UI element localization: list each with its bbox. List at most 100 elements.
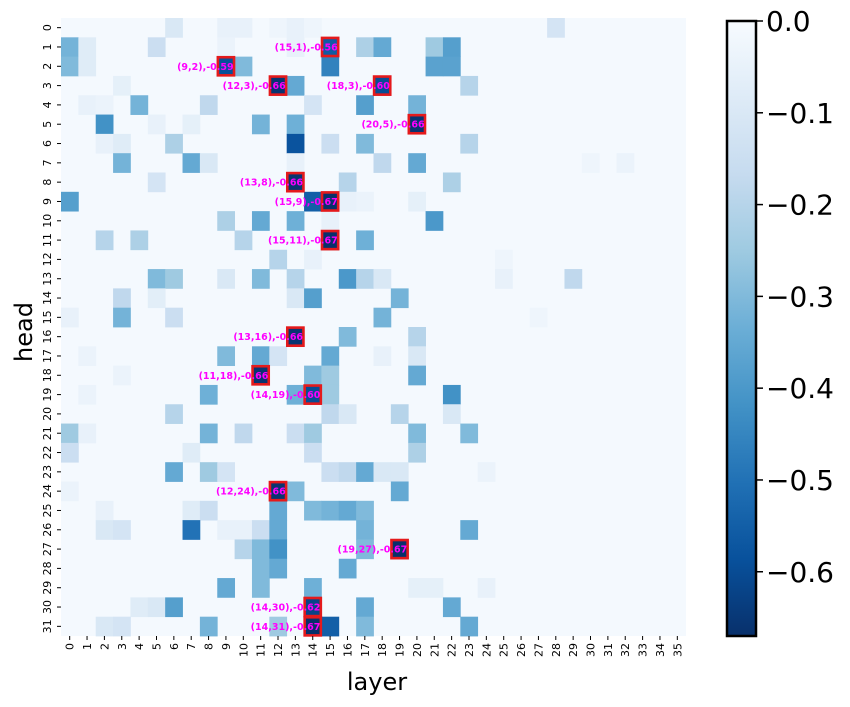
heatmap-cell	[113, 520, 131, 540]
heatmap-cell	[269, 558, 288, 579]
heatmap-cell	[390, 462, 409, 482]
heatmap-cell	[251, 520, 270, 540]
heatmap-cell	[321, 500, 340, 521]
heatmap-cell	[286, 37, 305, 58]
heatmap-cell	[321, 346, 340, 367]
heatmap-cell	[304, 18, 322, 38]
heatmap-cell	[95, 500, 114, 521]
heatmap-cell	[234, 56, 253, 77]
y-tick-label: 31	[41, 619, 54, 633]
heatmap-cell	[338, 191, 357, 212]
heatmap-cell	[408, 327, 426, 347]
heatmap-cell	[321, 211, 340, 231]
y-tick-label: 18	[41, 368, 54, 382]
heatmap-cell	[460, 423, 479, 444]
x-tick-label: 2	[98, 643, 111, 650]
heatmap-cell	[460, 616, 479, 637]
highlight-box	[320, 36, 340, 58]
heatmap-cell	[95, 133, 114, 154]
heatmap-cell	[460, 75, 479, 96]
heatmap-cell	[165, 404, 183, 424]
highlight-box	[320, 229, 340, 251]
x-tick-label: 21	[428, 643, 441, 657]
heatmap-cell	[130, 95, 149, 115]
heatmap-cell	[408, 95, 426, 115]
heatmap-cell	[78, 346, 97, 367]
heatmap-cell	[165, 597, 183, 618]
x-tick-label: 18	[376, 643, 389, 657]
highlight-box	[285, 171, 305, 193]
heatmap-cell	[286, 384, 305, 405]
y-tick-label: 22	[41, 446, 54, 460]
heatmap-cell	[356, 95, 374, 115]
heatmap-cell	[113, 365, 131, 386]
x-tick-label: 26	[515, 643, 528, 657]
heatmap-grid	[61, 18, 686, 637]
heatmap-cell	[321, 365, 340, 386]
heatmap-cell	[321, 384, 340, 405]
highlight-box	[372, 75, 392, 96]
heatmap-cell	[269, 249, 288, 270]
heatmap-cell	[113, 133, 131, 154]
heatmap-cell	[356, 37, 374, 58]
y-tick-label: 19	[41, 388, 54, 402]
heatmap-cell	[113, 153, 131, 173]
x-tick-label: 11	[255, 643, 268, 657]
heatmap-cell	[182, 500, 201, 521]
colorbar-tick-label: −0.3	[766, 280, 834, 313]
annotation-label: (19,27),-0.67	[337, 545, 407, 556]
heatmap-cell	[147, 597, 166, 618]
heatmap-cell	[321, 133, 340, 154]
y-tick-label: 20	[41, 407, 54, 421]
x-tick-label: 25	[498, 643, 511, 657]
heatmap-cell	[425, 56, 444, 77]
heatmap-cell	[217, 462, 236, 482]
heatmap-cell	[390, 404, 409, 424]
heatmap-cell	[217, 211, 236, 231]
heatmap-cell	[425, 37, 444, 58]
heatmap-cell	[373, 462, 392, 482]
heatmap-cell	[408, 423, 426, 444]
heatmap-cell	[286, 269, 305, 289]
annotation-label: (9,2),-0.59	[177, 62, 234, 73]
heatmap-cell	[251, 539, 270, 560]
heatmap-cell	[269, 616, 288, 637]
heatmap-cell	[199, 95, 218, 115]
heatmap-cell	[147, 172, 166, 193]
heatmap-cell	[147, 288, 166, 309]
y-axis-ticks: 0123456789101112131415161718192021222324…	[41, 24, 61, 633]
heatmap-cell	[495, 249, 513, 270]
heatmap-cell	[199, 153, 218, 173]
x-tick-label: 7	[185, 643, 198, 650]
annotation-label: (14,31),-0.67	[251, 622, 321, 633]
heatmap-cell	[460, 520, 479, 540]
highlight-box	[251, 364, 271, 386]
heatmap-cell	[130, 597, 149, 618]
y-tick-label: 7	[41, 159, 54, 166]
highlight-box	[390, 538, 409, 560]
x-axis-ticks: 0 1 2 3 4 5 6 7 8 9 10 11 12 13 14 15 16 17 18 19 20 21 22 23 24…	[64, 636, 684, 657]
heatmap-cell	[78, 384, 97, 405]
heatmap-cell	[442, 597, 461, 618]
heatmap-cell	[304, 442, 322, 463]
heatmap-cell	[78, 37, 97, 58]
heatmap-cell	[304, 288, 322, 309]
heatmap-cell	[113, 288, 131, 309]
heatmap-cell	[581, 153, 600, 173]
y-tick-label: 26	[41, 523, 54, 537]
heatmap-cell	[147, 114, 166, 135]
heatmap-cell	[356, 133, 374, 154]
heatmap-cell	[304, 249, 322, 270]
colorbar-gradient	[725, 19, 758, 638]
heatmap-cell	[286, 114, 305, 135]
heatmap-cell	[286, 133, 305, 154]
heatmap-cell	[338, 327, 357, 347]
heatmap-cell	[460, 133, 479, 154]
heatmap-cell	[373, 37, 392, 58]
heatmap-cell	[130, 230, 149, 251]
heatmap-cell	[477, 578, 496, 598]
heatmap-cell	[286, 288, 305, 309]
annotation-label: (18,3),-0.60	[327, 81, 391, 92]
y-tick-label: 28	[41, 561, 54, 575]
heatmap-cell	[61, 56, 79, 77]
